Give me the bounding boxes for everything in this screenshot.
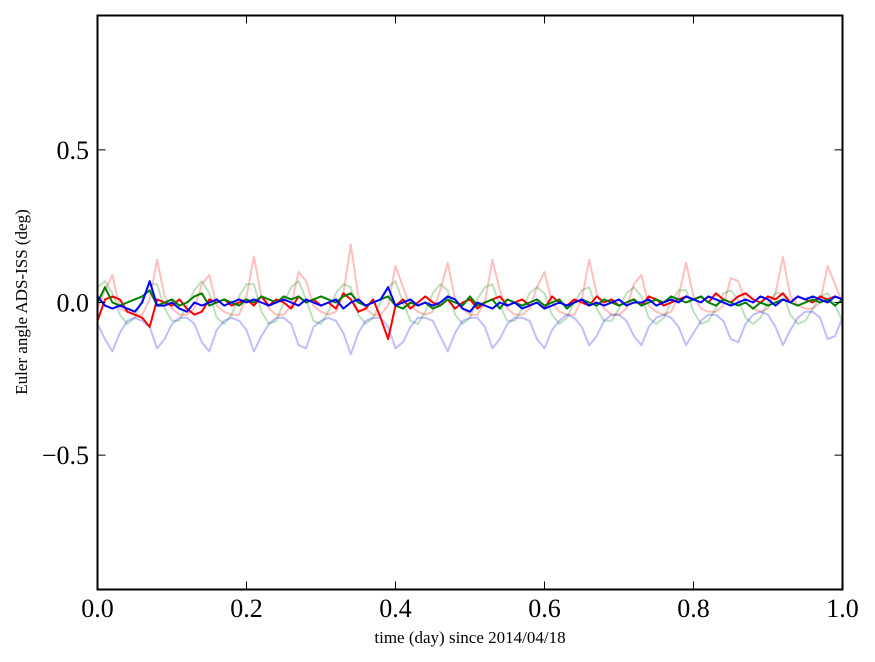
series-layer xyxy=(96,243,844,356)
y-axis-label: Euler angle ADS-ISS (deg) xyxy=(12,209,31,395)
x-tick-label: 0.2 xyxy=(230,594,263,623)
series-line-roll-reference xyxy=(96,243,844,316)
series-line-yaw xyxy=(96,280,843,313)
x-axis-label: time (day) since 2014/04/18 xyxy=(374,628,565,647)
y-tick-label: −0.5 xyxy=(42,441,89,470)
x-tick-label: 1.0 xyxy=(826,594,859,623)
tick-layer: 0.0 0.2 0.4 0.6 0.8 1.0 −0.5 0.0 0.5 xyxy=(42,15,859,623)
x-tick-label: 0.0 xyxy=(81,594,114,623)
y-tick-label: 0.5 xyxy=(57,136,90,165)
y-tick-label: 0.0 xyxy=(57,289,90,318)
x-tick-label: 0.8 xyxy=(677,594,710,623)
x-tick-label: 0.4 xyxy=(379,594,412,623)
x-tick-label: 0.6 xyxy=(528,594,561,623)
series-line-yaw-reference xyxy=(96,310,844,356)
series-line-pitch xyxy=(96,286,844,310)
